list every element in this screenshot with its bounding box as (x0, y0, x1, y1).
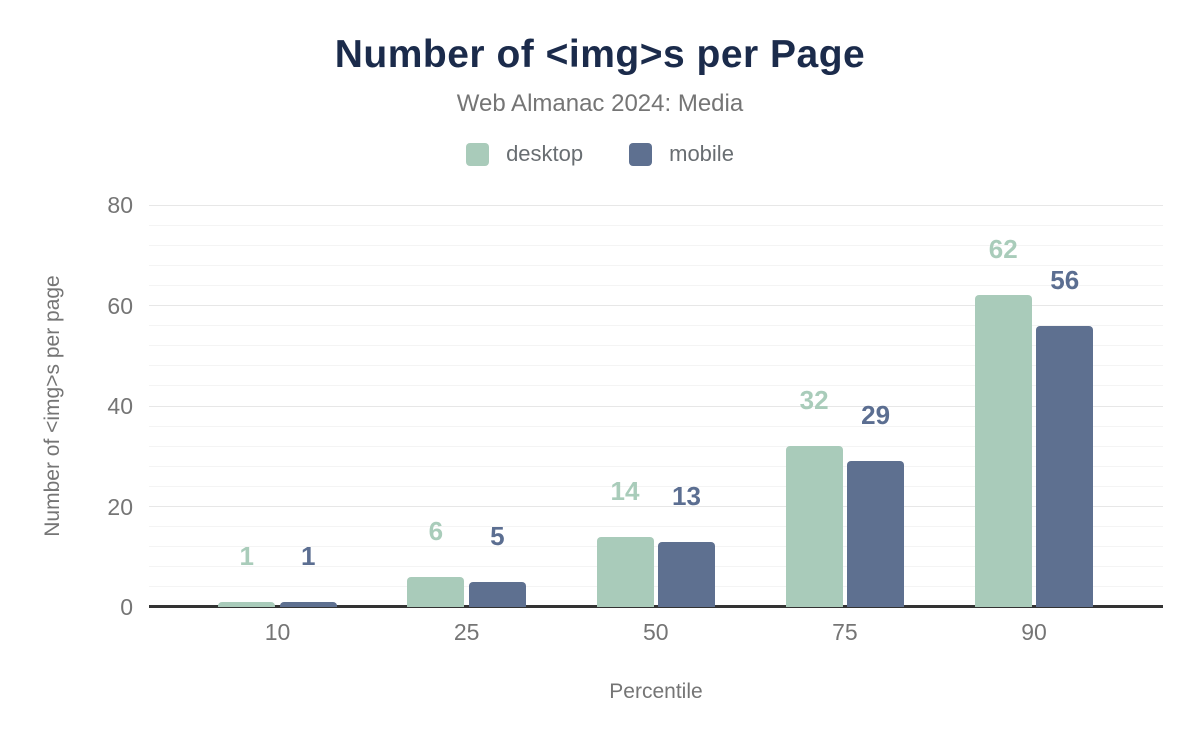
gridline-major (149, 305, 1163, 306)
gridline-minor (149, 365, 1163, 367)
gridline-minor (149, 465, 1163, 467)
gridline-minor (149, 224, 1163, 226)
value-label-desktop-p10: 1 (239, 540, 254, 571)
legend-item-mobile[interactable]: mobile (629, 141, 734, 167)
legend-swatch-mobile (629, 142, 653, 166)
gridline-minor (149, 264, 1163, 266)
x-tick-label-25: 25 (453, 619, 480, 645)
gridline-minor (149, 284, 1163, 286)
value-label-desktop-p50: 14 (610, 475, 640, 506)
plot-area: 1 1 6 5 14 13 32 29 62 56 (149, 204, 1163, 608)
bar-desktop-p25[interactable] (407, 576, 465, 607)
chart-subtitle: Web Almanac 2024: Media (456, 90, 744, 117)
legend-label-mobile: mobile (669, 141, 734, 166)
value-label-mobile-p50: 13 (672, 480, 701, 511)
value-label-mobile-p90: 56 (1050, 264, 1080, 295)
gridline-major (149, 204, 1163, 206)
x-axis-title: Percentile (609, 680, 703, 703)
legend-label-desktop: desktop (506, 141, 584, 166)
bar-mobile-p25[interactable] (468, 581, 526, 607)
gridline-minor (149, 325, 1163, 327)
y-tick-label-20: 20 (107, 493, 133, 520)
gridline-minor (149, 485, 1163, 487)
y-tick-label-0: 0 (120, 594, 133, 620)
value-label-desktop-p90: 62 (988, 234, 1018, 265)
gridline-minor (149, 445, 1163, 447)
bar-mobile-p90[interactable] (1036, 325, 1094, 607)
gridline-minor (149, 385, 1163, 387)
gridline-minor (149, 546, 1163, 548)
bar-mobile-p75[interactable] (847, 461, 905, 607)
x-tick-label-10: 10 (264, 619, 291, 645)
bar-mobile-p50[interactable] (658, 541, 715, 607)
bar-desktop-p50[interactable] (596, 536, 654, 607)
x-tick-label-50: 50 (642, 619, 669, 645)
gridline-minor (149, 244, 1163, 246)
gridline-minor (149, 526, 1163, 528)
bar-desktop-p90[interactable] (974, 295, 1032, 607)
gridline-minor (149, 586, 1163, 588)
x-tick-label-90: 90 (1021, 619, 1047, 645)
value-label-mobile-p10: 1 (301, 540, 316, 571)
value-label-desktop-p25: 6 (428, 515, 444, 546)
legend-swatch-desktop (466, 142, 490, 166)
gridline-minor (149, 345, 1163, 347)
x-axis-line (149, 605, 1163, 608)
legend-item-desktop[interactable]: desktop (466, 141, 583, 167)
bar-desktop-p10[interactable] (218, 601, 276, 607)
bar-mobile-p10[interactable] (279, 601, 337, 607)
gridline-major (149, 405, 1163, 407)
legend: desktop mobile (0, 141, 1200, 167)
gridline-major (149, 506, 1163, 507)
gridline-minor (149, 566, 1163, 568)
x-tick-label-75: 75 (832, 619, 858, 645)
value-label-mobile-p75: 29 (861, 400, 891, 431)
y-tick-label-60: 60 (107, 292, 133, 319)
bar-desktop-p75[interactable] (785, 446, 843, 607)
value-label-mobile-p25: 5 (490, 520, 505, 551)
gridline-minor (149, 425, 1163, 427)
value-label-desktop-p75: 32 (799, 385, 829, 416)
y-tick-label-80: 80 (107, 192, 133, 218)
y-tick-label-40: 40 (107, 393, 133, 419)
chart-title: Number of <img>s per Page (334, 33, 866, 76)
